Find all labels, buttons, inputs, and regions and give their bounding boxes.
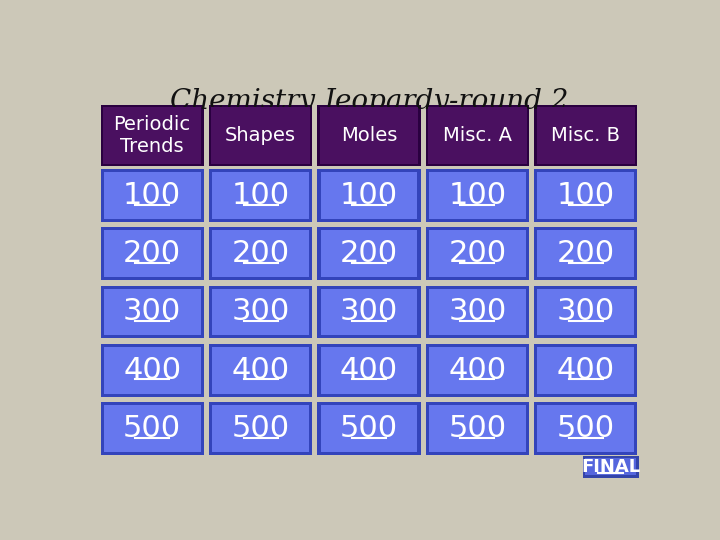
Polygon shape (537, 289, 634, 335)
Polygon shape (320, 347, 418, 394)
Text: 100: 100 (123, 181, 181, 210)
Polygon shape (320, 107, 418, 164)
Text: Shapes: Shapes (225, 126, 296, 145)
Polygon shape (318, 344, 420, 396)
Polygon shape (209, 227, 312, 280)
Polygon shape (537, 347, 634, 394)
Polygon shape (101, 227, 204, 280)
Polygon shape (585, 458, 636, 475)
Polygon shape (209, 344, 312, 396)
Text: Moles: Moles (341, 126, 397, 145)
Text: 100: 100 (340, 181, 398, 210)
Polygon shape (101, 286, 204, 339)
Polygon shape (104, 289, 201, 335)
Polygon shape (101, 169, 204, 222)
Text: 400: 400 (232, 356, 289, 384)
Polygon shape (428, 107, 526, 164)
Polygon shape (426, 227, 529, 280)
Polygon shape (320, 231, 418, 277)
Text: 200: 200 (340, 239, 398, 268)
Polygon shape (534, 344, 637, 396)
Polygon shape (209, 286, 312, 339)
Polygon shape (536, 107, 635, 164)
Polygon shape (534, 169, 637, 222)
Polygon shape (101, 344, 204, 396)
Text: 200: 200 (123, 239, 181, 268)
Text: Misc. A: Misc. A (443, 126, 512, 145)
Polygon shape (429, 172, 526, 219)
Polygon shape (429, 289, 526, 335)
Polygon shape (212, 405, 309, 452)
Text: 500: 500 (232, 414, 289, 443)
Polygon shape (318, 402, 420, 455)
Polygon shape (212, 107, 310, 164)
Text: 300: 300 (123, 298, 181, 327)
Polygon shape (318, 169, 420, 222)
Polygon shape (426, 344, 529, 396)
Text: 300: 300 (340, 298, 398, 327)
Text: 500: 500 (340, 414, 398, 443)
Polygon shape (212, 289, 309, 335)
Text: 400: 400 (340, 356, 398, 384)
Polygon shape (426, 105, 529, 166)
Polygon shape (212, 172, 309, 219)
Text: 500: 500 (123, 414, 181, 443)
Polygon shape (209, 169, 312, 222)
Text: Chemistry Jeopardy-round 2: Chemistry Jeopardy-round 2 (170, 88, 568, 115)
Text: 100: 100 (449, 181, 506, 210)
Text: Periodic
Trends: Periodic Trends (114, 115, 191, 156)
Text: 500: 500 (449, 414, 506, 443)
Polygon shape (534, 105, 637, 166)
Polygon shape (537, 231, 634, 277)
Polygon shape (104, 347, 201, 394)
Polygon shape (212, 347, 309, 394)
Text: 100: 100 (232, 181, 289, 210)
Text: 500: 500 (557, 414, 615, 443)
Polygon shape (104, 405, 201, 452)
Polygon shape (429, 347, 526, 394)
Polygon shape (320, 172, 418, 219)
Polygon shape (320, 289, 418, 335)
Polygon shape (426, 169, 529, 222)
Polygon shape (212, 231, 309, 277)
Text: 400: 400 (557, 356, 615, 384)
Text: 300: 300 (231, 298, 289, 327)
Polygon shape (104, 172, 201, 219)
Polygon shape (318, 105, 420, 166)
Polygon shape (103, 107, 202, 164)
Text: 100: 100 (557, 181, 615, 210)
Polygon shape (426, 402, 529, 455)
Polygon shape (537, 172, 634, 219)
Polygon shape (429, 405, 526, 452)
Text: 200: 200 (232, 239, 289, 268)
Polygon shape (534, 227, 637, 280)
Text: 200: 200 (449, 239, 506, 268)
Polygon shape (318, 286, 420, 339)
Polygon shape (318, 227, 420, 280)
Text: 300: 300 (557, 298, 615, 327)
Polygon shape (429, 231, 526, 277)
Polygon shape (534, 402, 637, 455)
Polygon shape (104, 231, 201, 277)
Polygon shape (534, 286, 637, 339)
Text: 400: 400 (123, 356, 181, 384)
Text: 300: 300 (449, 298, 507, 327)
Polygon shape (320, 405, 418, 452)
Text: FINAL: FINAL (581, 458, 640, 476)
Text: 200: 200 (557, 239, 615, 268)
Text: 400: 400 (449, 356, 506, 384)
Polygon shape (426, 286, 529, 339)
Polygon shape (537, 405, 634, 452)
Polygon shape (583, 456, 639, 477)
Polygon shape (209, 105, 312, 166)
Polygon shape (101, 105, 204, 166)
Polygon shape (101, 402, 204, 455)
Polygon shape (209, 402, 312, 455)
Text: Misc. B: Misc. B (552, 126, 621, 145)
